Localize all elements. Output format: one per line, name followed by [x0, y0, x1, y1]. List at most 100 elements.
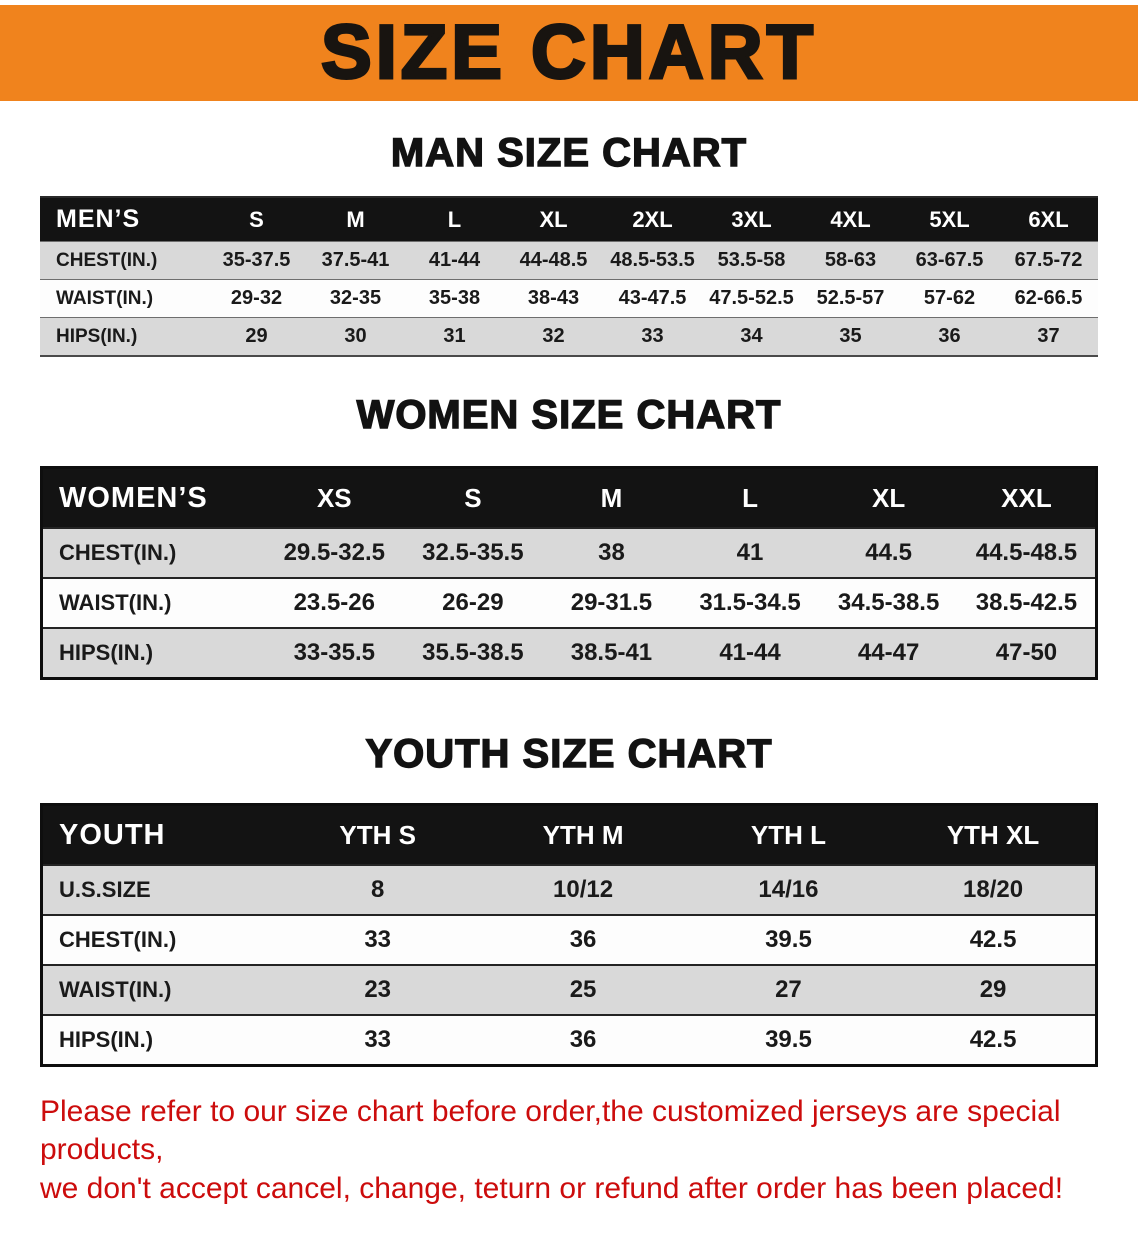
- measurement-row: HIPS(IN.) 33 36 39.5 42.5: [41, 1015, 1097, 1066]
- measurement-value: 29-32: [230, 287, 283, 309]
- measurement-value: 42.5: [969, 1026, 1017, 1053]
- measurement-value: 36: [569, 1026, 597, 1053]
- women-size-chart-section: WOMEN SIZE CHART WOMEN’S XS S M L XL XXL CHEST(…: [0, 392, 1138, 680]
- youth-section-heading: YOUTH SIZE CHART: [365, 731, 773, 776]
- size-column-header: M: [542, 467, 681, 528]
- disclaimer-line-1: Please refer to our size chart before or…: [40, 1095, 1061, 1167]
- size-column-header: YTH M: [480, 804, 686, 865]
- measurement-value: 18/20: [963, 876, 1024, 903]
- measurement-value: 35.5-38.5: [422, 639, 524, 666]
- measurement-value: 33-35.5: [293, 639, 375, 666]
- women-size-table: WOMEN’S XS S M L XL XXL CHEST(IN.) 29.5-32.5 32.5…: [40, 466, 1098, 680]
- measurement-label: HIPS(IN.): [59, 640, 154, 665]
- measurement-value: 41-44: [428, 249, 481, 271]
- disclaimer-line-2: we don't accept cancel, change, teturn o…: [40, 1171, 1064, 1205]
- size-column-header: S: [403, 467, 543, 528]
- measurement-label: CHEST(IN.): [59, 927, 177, 952]
- man-size-table: MEN’S S M L XL 2XL 3XL 4XL 5XL 6XL CHEST(IN.) 35-37…: [40, 196, 1098, 357]
- measurement-row: HIPS(IN.) 29 30 31 32 33 34 35 36 37: [40, 317, 1098, 356]
- measurement-value: 29.5-32.5: [283, 539, 385, 566]
- measurement-value: 34.5-38.5: [837, 589, 940, 616]
- measurement-value: 37.5-41: [321, 249, 390, 271]
- measurement-label: HIPS(IN.): [59, 1027, 154, 1052]
- measurement-value: 32-35: [329, 287, 382, 309]
- measurement-value: 37: [1037, 325, 1060, 347]
- measurement-row: U.S.SIZE 8 10/12 14/16 18/20: [41, 865, 1097, 915]
- size-column-header: XL: [819, 467, 958, 528]
- measurement-value: 41-44: [719, 639, 781, 666]
- measurement-value: 48.5-53.5: [610, 249, 695, 271]
- man-section-heading: MAN SIZE CHART: [390, 130, 748, 175]
- disclaimer: Please refer to our size chart before or…: [40, 1093, 1100, 1208]
- measurement-value: 32.5-35.5: [422, 539, 524, 566]
- measurement-row: CHEST(IN.) 35-37.5 37.5-41 41-44 44-48.5 48.5…: [40, 241, 1098, 280]
- measurement-value: 67.5-72: [1014, 249, 1083, 271]
- measurement-value: 29: [245, 325, 268, 347]
- measurement-value: 31.5-34.5: [699, 589, 801, 616]
- measurement-label: WAIST(IN.): [59, 977, 172, 1002]
- measurement-row: CHEST(IN.) 29.5-32.5 32.5-35.5 38 41 44.5 44.5…: [41, 528, 1097, 578]
- measurement-value: 8: [371, 876, 385, 903]
- size-column-header: 6XL: [999, 197, 1098, 242]
- measurement-value: 43-47.5: [618, 287, 687, 309]
- measurement-value: 47-50: [995, 639, 1058, 666]
- measurement-value: 52.5-57: [816, 287, 885, 309]
- measurement-value: 58-63: [824, 249, 877, 271]
- measurement-value: 38-43: [527, 287, 580, 309]
- header-row: MEN’S S M L XL 2XL 3XL 4XL 5XL 6XL: [40, 197, 1098, 242]
- measurement-value: 33: [364, 926, 392, 953]
- size-column-header: 2XL: [603, 197, 702, 242]
- size-column-header: M: [306, 197, 405, 242]
- measurement-value: 33: [641, 325, 664, 347]
- measurement-value: 41: [736, 539, 764, 566]
- size-column-header: XS: [265, 467, 404, 528]
- measurement-value: 35-38: [428, 287, 481, 309]
- measurement-row: WAIST(IN.) 29-32 32-35 35-38 38-43 43-47.5 47.…: [40, 279, 1098, 318]
- size-column-header: 3XL: [702, 197, 801, 242]
- measurement-label: CHEST(IN.): [56, 249, 158, 271]
- size-chart-banner: SIZE CHART: [0, 5, 1138, 101]
- header-row: WOMEN’S XS S M L XL XXL: [41, 467, 1097, 528]
- youth-size-chart-section: YOUTH SIZE CHART YOUTH YTH S YTH M YTH L YTH…: [0, 731, 1138, 1067]
- measurement-value: 62-66.5: [1014, 287, 1083, 309]
- measurement-value: 35: [839, 325, 862, 347]
- measurement-label: HIPS(IN.): [56, 325, 138, 347]
- measurement-value: 53.5-58: [717, 249, 786, 271]
- size-chart-page: SIZE CHART MAN SIZE CHART MEN’S S M L XL 2XL 3…: [0, 5, 1138, 1208]
- size-column-header: YTH XL: [891, 804, 1097, 865]
- measurement-label: WAIST(IN.): [56, 287, 154, 309]
- size-column-header: L: [405, 197, 504, 242]
- measurement-label: WAIST(IN.): [59, 590, 172, 615]
- size-column-header: S: [207, 197, 306, 242]
- measurement-value: 30: [344, 325, 367, 347]
- youth-size-table: YOUTH YTH S YTH M YTH L YTH XL U.S.SIZE 8 10/12…: [40, 803, 1098, 1067]
- size-column-header: L: [680, 467, 820, 528]
- measurement-value: 39.5: [765, 1026, 812, 1053]
- measurement-value: 26-29: [442, 589, 504, 616]
- measurement-value: 31: [443, 325, 466, 347]
- measurement-value: 44-47: [857, 639, 920, 666]
- measurement-value: 25: [569, 976, 597, 1003]
- measurement-value: 38: [598, 539, 625, 566]
- measurement-value: 29-31.5: [570, 589, 653, 616]
- measurement-row: WAIST(IN.) 23.5-26 26-29 29-31.5 31.5-34.5 34…: [41, 578, 1097, 628]
- measurement-value: 42.5: [969, 926, 1017, 953]
- measurement-value: 33: [364, 1026, 392, 1053]
- size-column-header: YTH S: [275, 804, 481, 865]
- measurement-value: 29: [979, 976, 1007, 1003]
- measurement-value: 36: [569, 926, 597, 953]
- measurement-row: WAIST(IN.) 23 25 27 29: [41, 965, 1097, 1015]
- header-row: YOUTH YTH S YTH M YTH L YTH XL: [41, 804, 1097, 865]
- measurement-value: 23.5-26: [293, 589, 375, 616]
- measurement-value: 14/16: [758, 876, 819, 903]
- size-column-header: XL: [504, 197, 603, 242]
- measurement-value: 34: [740, 325, 763, 347]
- table-corner-label: YOUTH: [41, 804, 275, 865]
- measurement-value: 47.5-52.5: [709, 287, 794, 309]
- size-column-header: 5XL: [900, 197, 999, 242]
- measurement-value: 44.5-48.5: [975, 539, 1078, 566]
- measurement-value: 44-48.5: [519, 249, 588, 271]
- measurement-value: 10/12: [553, 876, 614, 903]
- measurement-value: 27: [775, 976, 802, 1003]
- man-size-chart-section: MAN SIZE CHART MEN’S S M L XL 2XL 3XL 4XL 5XL 6XL…: [0, 130, 1138, 357]
